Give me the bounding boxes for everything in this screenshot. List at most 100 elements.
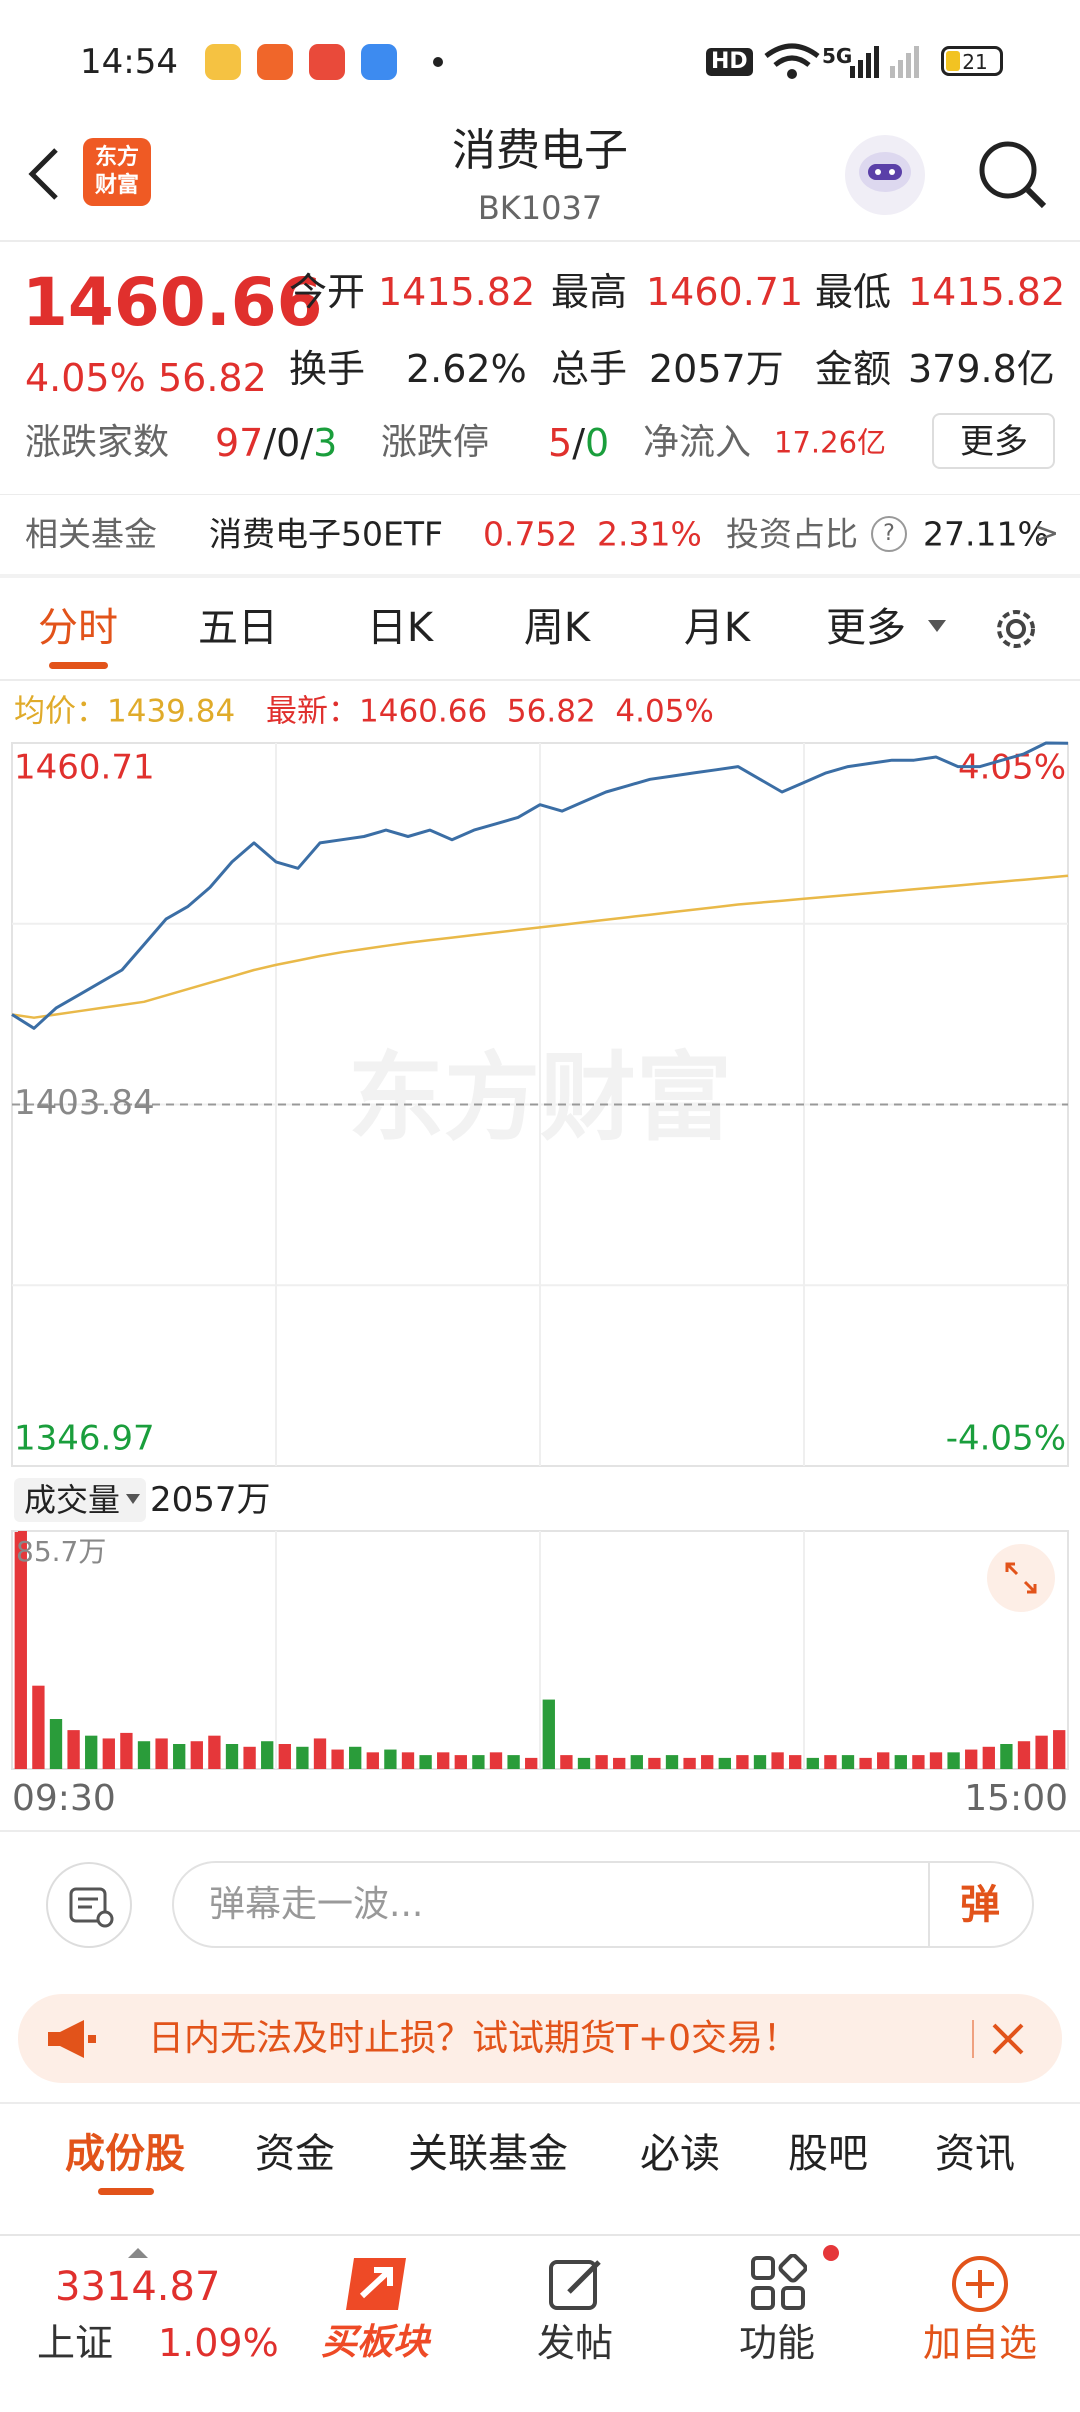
stat-value: 2057万 — [649, 347, 784, 391]
avg-readout: 均价：1439.84 — [14, 696, 235, 728]
limit-up: 5 — [548, 421, 573, 465]
volume-bar — [753, 1755, 767, 1769]
nav-item[interactable]: 加自选 — [922, 2321, 1038, 2365]
wifi-icon — [764, 43, 820, 79]
volume-bar — [683, 1757, 696, 1769]
latest-change: 56.82 — [506, 693, 596, 730]
change: 56.82 — [158, 356, 267, 400]
settings-button[interactable] — [990, 603, 1042, 655]
weight-label: 投资占比 — [726, 514, 858, 554]
nav-item[interactable]: 买板块 — [320, 2322, 430, 2363]
fund-label: 相关基金 — [25, 514, 157, 554]
section-tab[interactable]: 资讯 — [935, 2131, 1015, 2177]
volume-bar — [982, 1746, 995, 1769]
index-value[interactable]: 3314.87 — [55, 2264, 221, 2310]
y-tick-label: 1460.71 — [14, 748, 155, 788]
section-tab[interactable]: 资金 — [255, 2131, 335, 2177]
volume-bar — [630, 1755, 643, 1769]
buy-sector-icon — [346, 2258, 406, 2310]
divider — [0, 2102, 1080, 2104]
fund-arrow[interactable]: > — [1034, 516, 1060, 551]
volume-bar — [947, 1752, 960, 1769]
volume-bar — [296, 1746, 309, 1769]
comment-input[interactable]: 弹幕走一波... 弹 — [172, 1861, 1034, 1948]
function-icon — [751, 2254, 807, 2310]
volume-bar — [613, 1757, 626, 1769]
volume-bar — [542, 1699, 555, 1769]
stat-value: 379.8亿 — [908, 347, 1055, 391]
period-tab[interactable]: 日K — [366, 605, 434, 651]
divider — [0, 1830, 1080, 1832]
battery: 21 — [941, 46, 1003, 76]
danmaku-button[interactable]: 弹 — [960, 1882, 1000, 1928]
comment-placeholder: 弹幕走一波... — [209, 1884, 424, 1925]
latest-change-pct: 4.05% — [615, 693, 714, 730]
comment-list-button[interactable] — [45, 1861, 133, 1949]
divider — [0, 240, 1080, 242]
y-tick-label: 85.7万 — [16, 1535, 106, 1568]
assistant-avatar[interactable] — [840, 130, 930, 220]
more-label: 更多 — [960, 422, 1028, 462]
volume-bar — [472, 1755, 485, 1769]
period-tab[interactable]: 周K — [523, 605, 591, 651]
period-tab[interactable]: 分时 — [38, 605, 118, 651]
banner-text: 日内无法及时止损？试试期货T+0交易！ — [148, 2018, 800, 2059]
stat-label: 金额 — [815, 347, 892, 391]
close-button[interactable] — [990, 2021, 1026, 2057]
dropdown-arrow — [928, 620, 946, 632]
section-tab[interactable]: 股吧 — [788, 2131, 868, 2177]
divider — [0, 679, 1080, 681]
search-button[interactable] — [976, 138, 1048, 210]
series-line — [11, 741, 1069, 1030]
volume-bar — [912, 1755, 925, 1769]
stat-value: 1460.71 — [646, 270, 804, 314]
app-logo: 东方 财富 — [83, 138, 151, 206]
banner-divider — [972, 2020, 974, 2058]
fund-weight: 27.11% — [923, 514, 1049, 554]
back-button[interactable] — [24, 146, 64, 202]
volume-bar — [173, 1744, 186, 1769]
volume-bar — [877, 1752, 890, 1769]
volume-bar — [489, 1752, 503, 1769]
volume-label: 成交量 — [24, 1481, 121, 1519]
down-count: 3 — [313, 421, 338, 465]
section-tab[interactable]: 必读 — [640, 2131, 720, 2177]
volume-bar — [437, 1752, 450, 1769]
notification-dot — [823, 2245, 839, 2261]
expand-button[interactable] — [985, 1542, 1057, 1614]
y-tick-label: 1346.97 — [14, 1419, 155, 1459]
period-tab[interactable]: 更多 — [826, 605, 906, 651]
volume-bar — [102, 1738, 115, 1769]
period-tab[interactable]: 五日 — [198, 605, 278, 651]
volume-bar — [595, 1755, 608, 1769]
index-name: 上证 — [37, 2321, 114, 2365]
fund-price: 0.752 — [483, 514, 578, 554]
change-pct: 4.05% — [25, 356, 146, 400]
nav-item[interactable]: 功能 — [738, 2321, 816, 2365]
separator: / — [300, 421, 314, 465]
breadth: 97/0/3 — [215, 424, 337, 462]
volume-bar — [85, 1735, 98, 1769]
volume-selector[interactable]: 成交量 — [14, 1478, 146, 1522]
stat-label: 最低 — [815, 270, 892, 314]
volume-bar — [507, 1755, 520, 1769]
add-watchlist-icon — [952, 2256, 1008, 2312]
flat-count: 0 — [276, 421, 301, 465]
stat-label: 换手 — [289, 347, 366, 391]
volume-bar — [701, 1755, 714, 1769]
section-tab[interactable]: 成份股 — [65, 2131, 185, 2177]
x-tick-label: 15:00 — [964, 1778, 1068, 1819]
volume-bar — [859, 1757, 872, 1769]
period-tab[interactable]: 月K — [683, 605, 751, 651]
volume-bar — [261, 1741, 274, 1769]
more-button[interactable]: 更多 — [932, 413, 1055, 469]
input-divider — [928, 1863, 930, 1947]
volume-bar — [525, 1757, 538, 1769]
limit-label: 涨跌停 — [381, 422, 490, 463]
fund-name[interactable]: 消费电子50ETF — [209, 514, 443, 554]
nav-item[interactable]: 发帖 — [536, 2321, 614, 2365]
section-tab[interactable]: 关联基金 — [408, 2131, 568, 2177]
promo-banner[interactable]: 日内无法及时止损？试试期货T+0交易！ — [18, 1994, 1062, 2083]
help-icon[interactable]: ? — [871, 516, 907, 552]
y2-tick-label: -4.05% — [946, 1419, 1066, 1459]
